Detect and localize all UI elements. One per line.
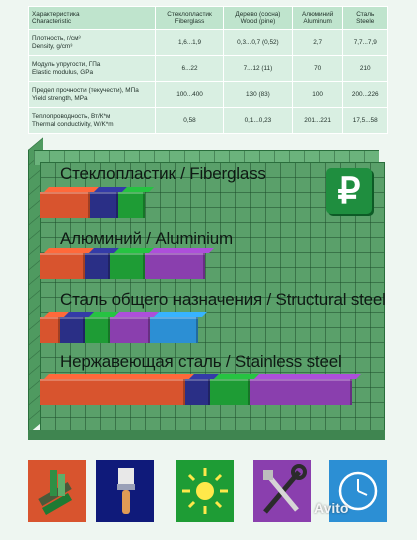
bar-segment	[40, 317, 60, 343]
table-cell: 0,58	[154, 107, 225, 134]
table-cell: 7,7...7,9	[342, 29, 388, 56]
bar-segment	[40, 192, 90, 218]
table-cell: 6...22	[154, 55, 225, 82]
bar-segment	[250, 379, 352, 405]
table-cell: 17,5...58	[342, 107, 388, 134]
bar-segment	[40, 379, 185, 405]
header-cell: Алюминий Aluminum	[291, 6, 344, 30]
table-row: Теплопроводность, Вт/К*м Thermal conducti…	[28, 107, 388, 134]
material-label-structural-steel: Сталь общего назначения / Structural ste…	[60, 290, 386, 309]
row-label: Плотность, г/см³ Density, g/cm³	[28, 29, 156, 56]
table-cell: 0,3...0,7 (0,52)	[223, 29, 293, 56]
clock-icon	[329, 460, 387, 522]
properties-table: Характеристика Characteristic Стеклопласт…	[28, 6, 388, 134]
table-row: Модуль упругости, ГПа Elastic modulus, GP…	[28, 55, 388, 82]
header-cell: Стеклопластик Fiberglass	[154, 6, 225, 30]
table-cell: 100	[291, 81, 344, 108]
row-label: Предел прочности (текучести), МПа Yield s…	[28, 81, 156, 108]
table-cell: 7...12 (11)	[223, 55, 293, 82]
bar-segment	[150, 317, 198, 343]
icon-tiles	[0, 452, 417, 524]
bar-segment	[110, 253, 145, 279]
bar-aluminium	[40, 253, 205, 279]
bar-segment	[185, 379, 210, 405]
bar-segment	[210, 379, 250, 405]
bar-structural-steel	[40, 317, 198, 343]
wrench-icon	[253, 460, 311, 522]
bar-segment	[90, 192, 118, 218]
table-header-row: Характеристика Characteristic Стеклопласт…	[28, 6, 388, 30]
material-label-fiberglass: Стеклопластик / Fiberglass	[60, 164, 266, 183]
table-cell: 200...226	[342, 81, 388, 108]
profile-icon	[28, 460, 86, 522]
bar-fiberglass	[40, 192, 145, 218]
table-cell: 201...221	[291, 107, 344, 134]
table-cell: 210	[342, 55, 388, 82]
ruble-icon: ₽	[326, 168, 372, 214]
table-cell: 0,1...0,23	[223, 107, 293, 134]
table-cell: 2,7	[291, 29, 344, 56]
avito-watermark: Avito	[314, 500, 349, 516]
material-label-aluminium: Алюминий / Aluminium	[60, 229, 233, 248]
grid-top-edge	[34, 150, 379, 165]
bar-segment	[85, 317, 110, 343]
table-cell: 70	[291, 55, 344, 82]
material-label-stainless-steel: Нержавеющая сталь / Stainless steel	[60, 352, 342, 371]
grid-floor	[28, 430, 385, 440]
table-cell: 100...400	[154, 81, 225, 108]
row-label: Модуль упругости, ГПа Elastic modulus, GP…	[28, 55, 156, 82]
header-cell: Характеристика Characteristic	[28, 6, 156, 30]
header-cell: Дерево (сосна) Wood (pine)	[223, 6, 293, 30]
bar-segment	[118, 192, 145, 218]
row-label: Теплопроводность, Вт/К*м Thermal conducti…	[28, 107, 156, 134]
bar-segment	[60, 317, 85, 343]
table-cell: 130 (83)	[223, 81, 293, 108]
bar-segment	[110, 317, 150, 343]
bar-segment	[145, 253, 205, 279]
sun-icon	[176, 460, 234, 522]
table-row: Предел прочности (текучести), МПа Yield s…	[28, 81, 388, 108]
properties-table-grid: Характеристика Characteristic Стеклопласт…	[28, 6, 388, 134]
materials-comparison-panel: ₽ Стеклопластик / Fiberglass Алюминий / …	[0, 137, 417, 440]
header-cell: Сталь Steele	[342, 6, 388, 30]
bar-segment	[40, 253, 85, 279]
table-cell: 1,6...1,9	[154, 29, 225, 56]
bar-stainless-steel	[40, 379, 352, 405]
table-row: Плотность, г/см³ Density, g/cm³ 1,6...1,9…	[28, 29, 388, 56]
brush-icon	[96, 460, 154, 522]
bar-segment	[85, 253, 110, 279]
